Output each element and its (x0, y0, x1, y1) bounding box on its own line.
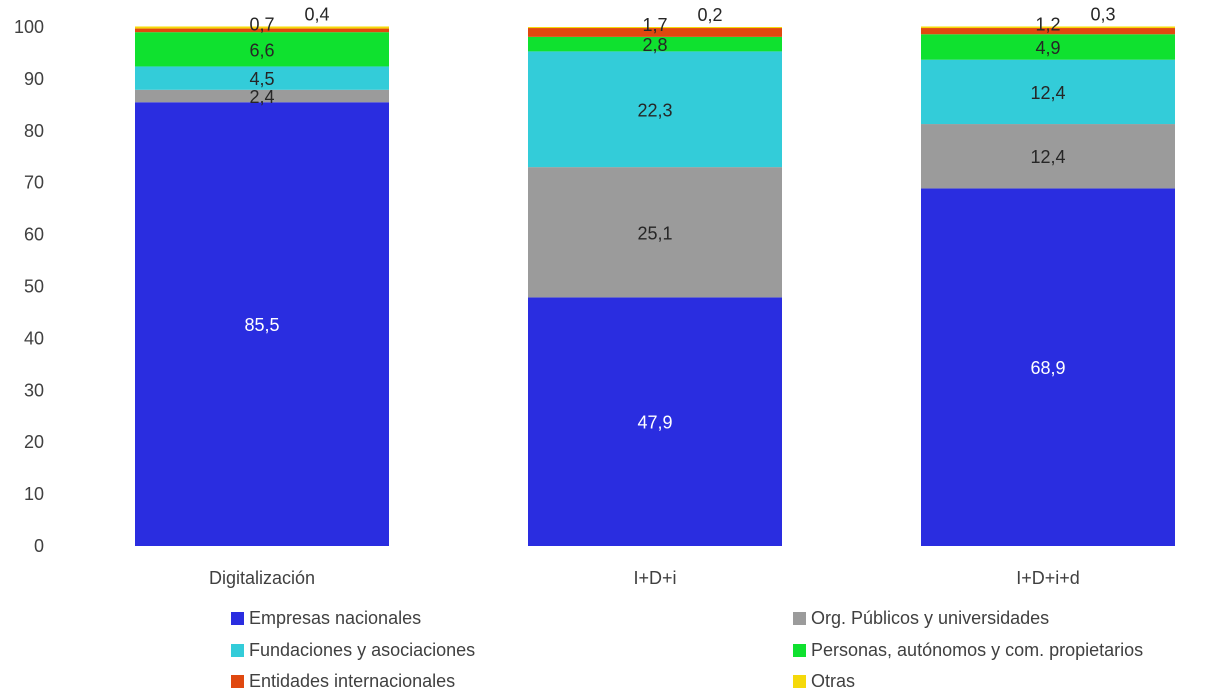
bars (135, 26, 1175, 546)
legend-item: Org. Públicos y universidades (793, 608, 1049, 628)
bar-segment (528, 28, 782, 37)
bar-segment (135, 28, 389, 33)
data-label: 6,6 (249, 40, 274, 60)
bar-segment (135, 32, 389, 67)
data-label: 2,8 (642, 35, 667, 55)
data-label: 22,3 (637, 100, 672, 120)
data-label: 4,9 (1035, 38, 1060, 58)
bar-segment (921, 28, 1175, 35)
data-label: 4,5 (249, 69, 274, 89)
segment-labels: 85,5 2,44,5 6,6 0,7 0,4 47,9 25,1 22,3 2,81,7 0,2… (244, 4, 1115, 432)
x-tick-label: I+D+i (633, 568, 676, 588)
y-tick-label: 100 (14, 17, 44, 37)
y-tick-label: 30 (24, 380, 44, 400)
data-label: 0,3 (1090, 4, 1115, 24)
data-label: 68,9 (1030, 358, 1065, 378)
data-label: 85,5 (244, 315, 279, 335)
bar-segment (921, 26, 1175, 29)
legend-swatch (793, 612, 806, 625)
legend-item: Empresas nacionales (231, 608, 421, 628)
y-tick-label: 10 (24, 484, 44, 504)
data-label: 25,1 (637, 223, 672, 243)
y-tick-label: 80 (24, 121, 44, 141)
data-label: 12,4 (1030, 83, 1065, 103)
data-label: 12,4 (1030, 147, 1065, 167)
bar-segment (921, 124, 1175, 189)
legend-label: Personas, autónomos y com. propietarios (811, 640, 1143, 660)
legend-item: Otras (793, 671, 855, 691)
data-label: 1,2 (1035, 14, 1060, 34)
legend-item: Entidades internacionales (231, 671, 455, 691)
y-tick-label: 40 (24, 328, 44, 348)
legend-swatch (231, 675, 244, 688)
data-label: 1,7 (642, 15, 667, 35)
legend-label: Org. Públicos y universidades (811, 608, 1049, 628)
bar-segment (528, 36, 782, 52)
data-label: 0,7 (249, 14, 274, 34)
x-tick-label: I+D+i+d (1016, 568, 1080, 588)
y-tick-label: 0 (34, 536, 44, 556)
legend-swatch (231, 644, 244, 657)
bar-segment (135, 102, 389, 546)
bar-segment (135, 66, 389, 90)
legend-item: Fundaciones y asociaciones (231, 640, 475, 660)
bar-segment (135, 89, 389, 103)
bar-segment (528, 297, 782, 546)
bar-segment (528, 27, 782, 29)
y-tick-label: 90 (24, 69, 44, 89)
y-tick-label: 70 (24, 173, 44, 193)
y-tick-label: 20 (24, 432, 44, 452)
legend: Empresas nacionales Org. Públicos y unive… (231, 608, 1143, 691)
data-label: 47,9 (637, 413, 672, 433)
legend-swatch (793, 644, 806, 657)
legend-item: Personas, autónomos y com. propietarios (793, 640, 1143, 660)
bar-segment (921, 34, 1175, 60)
bar-segment (135, 26, 389, 29)
y-tick-label: 50 (24, 277, 44, 297)
data-label: 2,4 (249, 87, 274, 107)
bar-segment (921, 59, 1175, 125)
bar-segment (528, 167, 782, 298)
y-axis: 0 10 20 30 40 50 60 70 80 90 100 (14, 17, 44, 556)
x-axis: Digitalización I+D+i I+D+i+d (209, 568, 1080, 588)
legend-label: Otras (811, 671, 855, 691)
bar-segment (528, 51, 782, 168)
data-label: 0,4 (304, 4, 329, 24)
legend-label: Fundaciones y asociaciones (249, 640, 475, 660)
x-tick-label: Digitalización (209, 568, 315, 588)
data-label: 0,2 (697, 5, 722, 25)
legend-label: Empresas nacionales (249, 608, 421, 628)
y-tick-label: 60 (24, 225, 44, 245)
legend-label: Entidades internacionales (249, 671, 455, 691)
bar-segment (921, 188, 1175, 546)
legend-swatch (793, 675, 806, 688)
legend-swatch (231, 612, 244, 625)
